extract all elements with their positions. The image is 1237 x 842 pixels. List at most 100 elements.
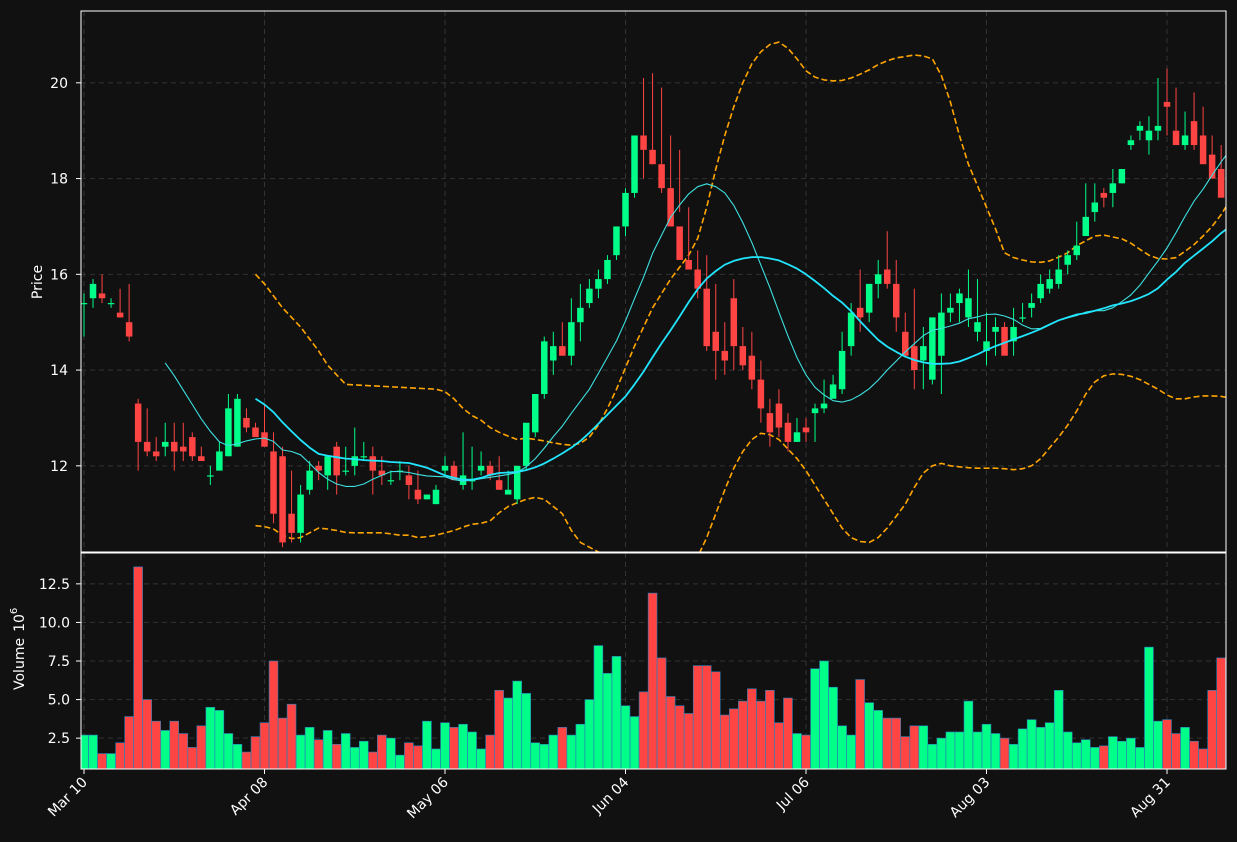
volume-bar-down bbox=[142, 699, 152, 769]
volume-bar-up bbox=[322, 730, 333, 769]
candle-down bbox=[486, 465, 494, 476]
volume-bar-up bbox=[1117, 740, 1127, 769]
candle-up bbox=[838, 350, 846, 390]
candle-down bbox=[685, 259, 692, 270]
volume-bar-up bbox=[1026, 719, 1037, 769]
candle-down bbox=[757, 379, 765, 409]
volume-bar-down bbox=[268, 660, 279, 769]
candle-up bbox=[595, 279, 602, 289]
candle-up bbox=[342, 470, 349, 472]
candle-down bbox=[911, 346, 918, 371]
candle-up bbox=[1136, 125, 1144, 131]
volume-bar-down bbox=[747, 688, 757, 769]
volume-bar-down bbox=[665, 696, 676, 769]
volume-bar-down bbox=[286, 703, 297, 769]
volume-bar-down bbox=[1099, 745, 1109, 769]
volume-bar-down bbox=[729, 708, 739, 769]
candle-down bbox=[143, 441, 151, 452]
candle-down bbox=[802, 427, 810, 433]
candle-up bbox=[1028, 303, 1035, 308]
volume-bar-down bbox=[1162, 719, 1172, 769]
candle-up bbox=[89, 283, 97, 299]
volume-bar-up bbox=[837, 725, 847, 769]
volume-bar-down bbox=[1189, 740, 1199, 769]
volume-ytick-label: 7.5 bbox=[48, 654, 70, 670]
volume-bar-up bbox=[972, 731, 983, 769]
candle-up bbox=[847, 312, 855, 347]
candle-up bbox=[1010, 326, 1017, 342]
volume-bar-down bbox=[277, 717, 288, 769]
candle-up bbox=[532, 394, 539, 433]
candle-down bbox=[378, 470, 386, 476]
candle-up bbox=[956, 293, 963, 304]
candle-up bbox=[468, 480, 476, 482]
volume-bar-up bbox=[223, 733, 234, 769]
volume-bar-up bbox=[422, 720, 432, 769]
candle-up bbox=[1154, 125, 1162, 131]
volume-bar-down bbox=[1216, 657, 1226, 769]
candle-up bbox=[613, 226, 620, 256]
candle-up bbox=[568, 322, 575, 356]
volume-bar-down bbox=[756, 700, 766, 769]
candle-down bbox=[333, 446, 340, 476]
volume-bar-up bbox=[1062, 731, 1073, 769]
volume-bar-down bbox=[765, 690, 775, 769]
candle-up bbox=[81, 303, 88, 305]
volume-bar-up bbox=[1126, 737, 1136, 769]
volume-bar-up bbox=[503, 697, 513, 769]
candle-up bbox=[604, 259, 611, 280]
candle-down bbox=[288, 513, 295, 533]
candle-up bbox=[1073, 245, 1080, 256]
candle-up bbox=[225, 408, 232, 457]
volume-bar-down bbox=[404, 742, 414, 769]
candle-up bbox=[983, 341, 990, 351]
candle-down bbox=[1001, 326, 1008, 356]
candle-down bbox=[784, 422, 792, 442]
candle-down bbox=[125, 322, 133, 337]
volume-bar-down bbox=[683, 713, 694, 769]
volume-bar-down bbox=[1207, 690, 1217, 769]
volume-bar-up bbox=[954, 731, 965, 769]
volume-bar-up bbox=[467, 731, 477, 769]
volume-bar-up bbox=[792, 733, 802, 769]
volume-bar-up bbox=[476, 748, 486, 769]
candle-up bbox=[513, 465, 521, 500]
volume-bar-up bbox=[232, 744, 243, 769]
price-ytick-label: 12 bbox=[50, 459, 68, 475]
volume-ytick-label: 2.5 bbox=[48, 731, 70, 747]
volume-bar-down bbox=[710, 671, 721, 769]
volume-bar-down bbox=[196, 725, 207, 769]
volume-axis-title-exponent: 6 bbox=[9, 608, 20, 614]
candle-up bbox=[216, 451, 223, 471]
volume-bar-down bbox=[331, 744, 342, 769]
volume-bar-up bbox=[521, 693, 531, 769]
candle-down bbox=[667, 188, 674, 227]
volume-bar-down bbox=[368, 751, 378, 769]
volume-bar-up bbox=[1035, 727, 1046, 769]
candle-up bbox=[874, 274, 882, 284]
volume-bar-up bbox=[918, 725, 929, 769]
price-ytick-label: 20 bbox=[50, 76, 68, 92]
candle-down bbox=[180, 446, 187, 452]
volume-bar-up bbox=[936, 737, 947, 769]
volume-bar-up bbox=[1081, 739, 1091, 769]
volume-bar-up bbox=[963, 700, 974, 769]
candle-down bbox=[414, 489, 422, 500]
candle-down bbox=[315, 465, 322, 471]
candle-up bbox=[1127, 140, 1135, 146]
candle-up bbox=[423, 494, 431, 500]
volume-bar-up bbox=[304, 727, 315, 769]
volume-bar-up bbox=[359, 740, 369, 769]
price-panel-marks bbox=[81, 41, 1226, 552]
candle-up bbox=[324, 456, 331, 476]
volume-bar-up bbox=[458, 723, 468, 769]
candle-down bbox=[856, 307, 864, 318]
volume-bar-up bbox=[981, 723, 992, 769]
price-ytick-label: 14 bbox=[50, 363, 68, 379]
candle-up bbox=[161, 441, 169, 447]
candle-up bbox=[920, 346, 927, 361]
volume-bar-down bbox=[259, 722, 270, 769]
volume-bar-down bbox=[647, 592, 658, 769]
volume-bar-down bbox=[801, 734, 811, 769]
volume-bar-up bbox=[88, 734, 98, 769]
